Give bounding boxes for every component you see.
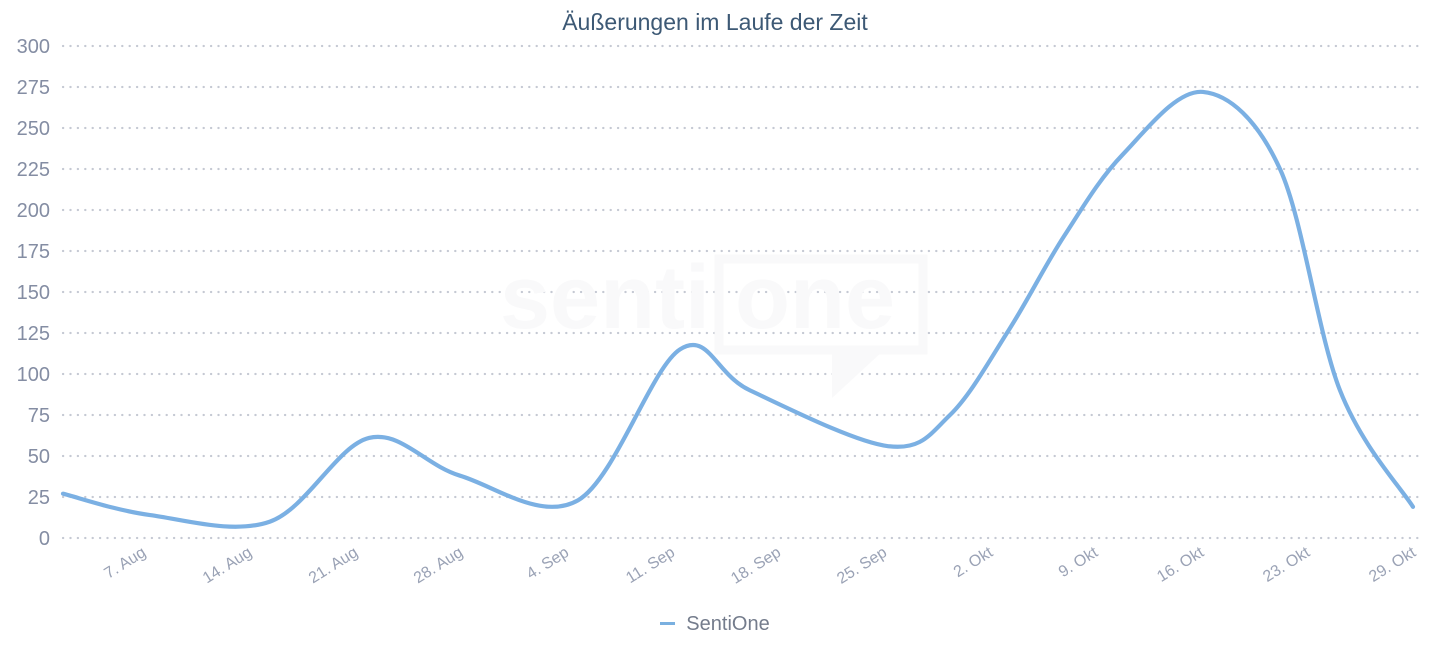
svg-text:senti: senti [500, 248, 710, 348]
svg-text:one: one [735, 248, 895, 348]
